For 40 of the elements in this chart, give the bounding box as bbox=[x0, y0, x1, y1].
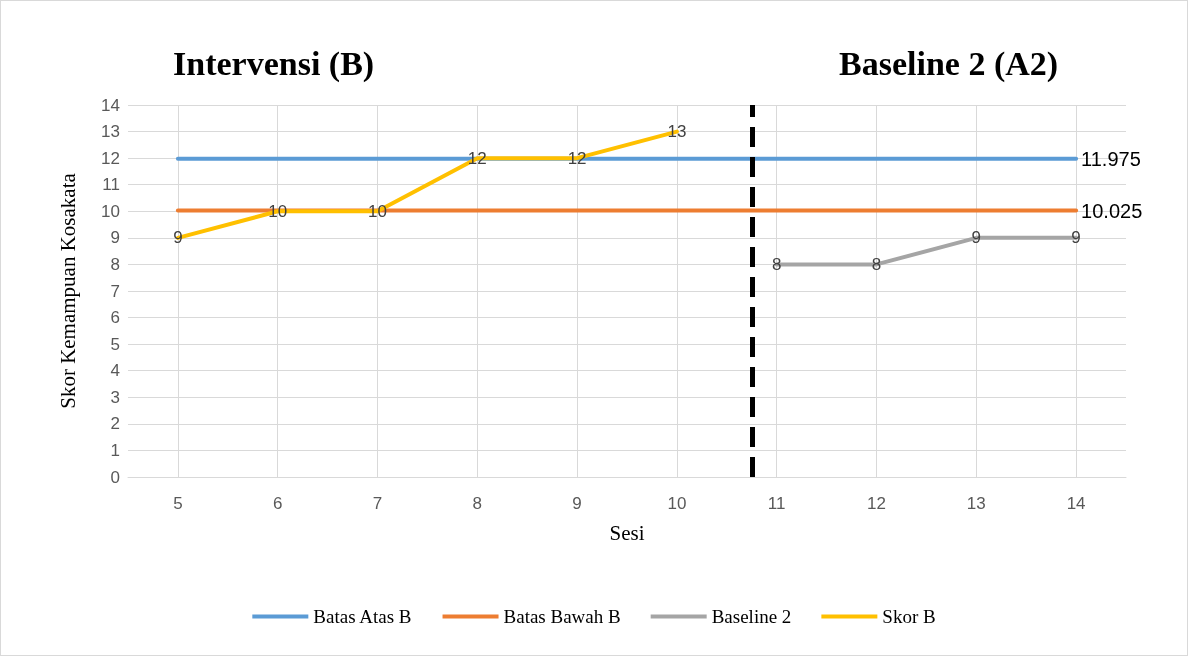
y-tick-label: 3 bbox=[110, 387, 120, 407]
data-label: 8 bbox=[871, 254, 882, 274]
y-tick-label: 10 bbox=[101, 201, 120, 221]
x-tick-label: 12 bbox=[867, 494, 886, 513]
y-tick-label: 8 bbox=[110, 254, 120, 274]
data-label: 8 bbox=[771, 254, 782, 274]
y-tick-label: 1 bbox=[110, 440, 120, 460]
y-tick-label: 11 bbox=[102, 175, 120, 195]
x-tick-label: 5 bbox=[173, 494, 183, 513]
legend-label: Batas Atas B bbox=[313, 606, 412, 627]
x-tick-label: 14 bbox=[1066, 494, 1086, 513]
x-axis-title: Sesi bbox=[609, 520, 645, 545]
y-tick-label: 9 bbox=[110, 228, 120, 248]
data-label: 9 bbox=[971, 228, 982, 248]
y-tick-label: 13 bbox=[101, 122, 120, 142]
data-label: 11.975 bbox=[1081, 147, 1141, 170]
x-tick-label: 10 bbox=[667, 494, 687, 513]
x-tick-label: 6 bbox=[272, 494, 283, 513]
legend-label: Batas Bawah B bbox=[503, 606, 621, 627]
text: Intervensi (B) bbox=[173, 44, 375, 83]
x-tick-label: 13 bbox=[966, 494, 986, 513]
y-tick-label: 0 bbox=[110, 467, 120, 487]
y-tick-label: 6 bbox=[110, 308, 120, 328]
x-tick-label: 7 bbox=[372, 494, 383, 513]
legend-label: Baseline 2 bbox=[711, 606, 792, 627]
x-tick-label: 11 bbox=[767, 494, 786, 513]
data-label: 10 bbox=[368, 201, 387, 221]
y-tick-label: 12 bbox=[101, 148, 120, 168]
y-axis-title: Skor Kemampuan Kosakata bbox=[55, 172, 80, 409]
y-tick-label: 2 bbox=[110, 414, 120, 434]
legend-label: Skor B bbox=[882, 606, 936, 627]
data-label: 10.025 bbox=[1081, 199, 1143, 222]
y-tick-label: 14 bbox=[101, 95, 120, 115]
y-tick-label: 5 bbox=[110, 334, 120, 354]
x-tick-label: 9 bbox=[572, 494, 582, 513]
y-tick-label: 4 bbox=[110, 361, 120, 381]
x-tick-label: 8 bbox=[472, 494, 483, 513]
text: Baseline 2 (A2) bbox=[839, 44, 1059, 83]
data-label: 9 bbox=[1071, 228, 1081, 248]
y-tick-label: 7 bbox=[110, 281, 120, 301]
